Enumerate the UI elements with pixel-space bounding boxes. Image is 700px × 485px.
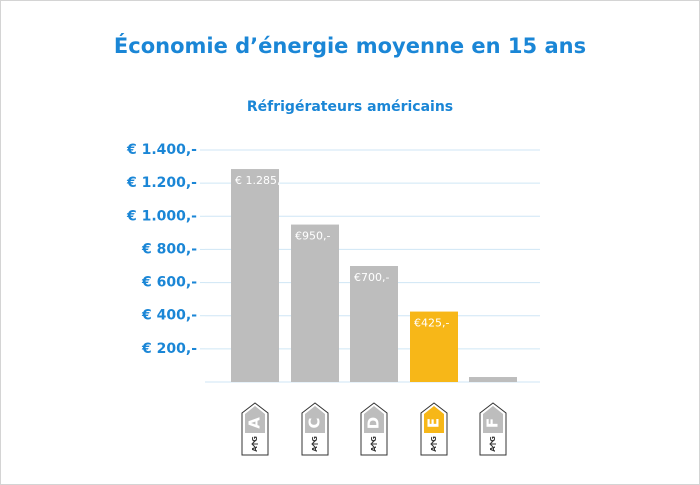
icon-arrow — [311, 440, 318, 448]
value-label: €425,- — [414, 317, 449, 330]
bar — [350, 266, 398, 382]
bar — [291, 224, 339, 382]
y-tick-label: € 400,- — [141, 308, 197, 324]
icon-band — [305, 406, 325, 433]
value-label: €700,- — [354, 271, 389, 284]
energy-label-icon: C AG — [301, 402, 329, 456]
icon-scale-top: A — [370, 446, 378, 452]
icon-letter: C — [306, 417, 324, 428]
y-tick-label: € 1.000,- — [126, 208, 197, 224]
icon-scale-bottom: G — [251, 436, 259, 442]
y-tick-label: € 1.200,- — [126, 175, 197, 191]
y-tick-label: € 200,- — [141, 341, 197, 357]
icon-letter: A — [246, 417, 264, 429]
icon-letter: D — [365, 417, 383, 429]
icon-band — [364, 406, 384, 433]
icon-letter: E — [425, 418, 443, 428]
chart-subtitle: Réfrigérateurs américains — [247, 99, 453, 115]
y-tick-label: € 800,- — [141, 241, 197, 257]
value-label: € 1.285,- — [235, 174, 284, 187]
bar — [231, 169, 279, 382]
energy-label-icon: AAG — [241, 402, 269, 456]
icon-arrow — [489, 440, 496, 448]
energy-label-icon: D AG — [360, 402, 388, 456]
icon-letter: F — [484, 418, 502, 428]
bar — [469, 377, 517, 382]
y-tick-label: € 1.400,- — [126, 142, 197, 158]
icon-scale-bottom: G — [430, 436, 438, 442]
icon-scale-bottom: G — [489, 436, 497, 442]
chart-title: Économie d’énergie moyenne en 15 ans — [114, 33, 586, 58]
value-label: €950,- — [295, 230, 330, 243]
icon-arrow — [430, 440, 437, 448]
icon-arrow — [251, 440, 258, 448]
icon-band — [245, 406, 265, 433]
y-tick-label: € 600,- — [141, 275, 197, 291]
energy-label-icon: E AG — [420, 402, 448, 456]
icon-arrow — [370, 440, 377, 448]
icon-scale-bottom: G — [370, 436, 378, 442]
icon-band — [483, 406, 503, 433]
bar — [410, 311, 458, 382]
icon-band — [424, 406, 444, 433]
icon-scale-top: A — [311, 446, 319, 452]
icon-scale-top: A — [489, 446, 497, 452]
icon-scale-top: A — [430, 446, 438, 452]
icon-scale-bottom: G — [311, 436, 319, 442]
energy-label-icon: F AG — [479, 402, 507, 456]
icon-scale-top: A — [251, 446, 259, 452]
